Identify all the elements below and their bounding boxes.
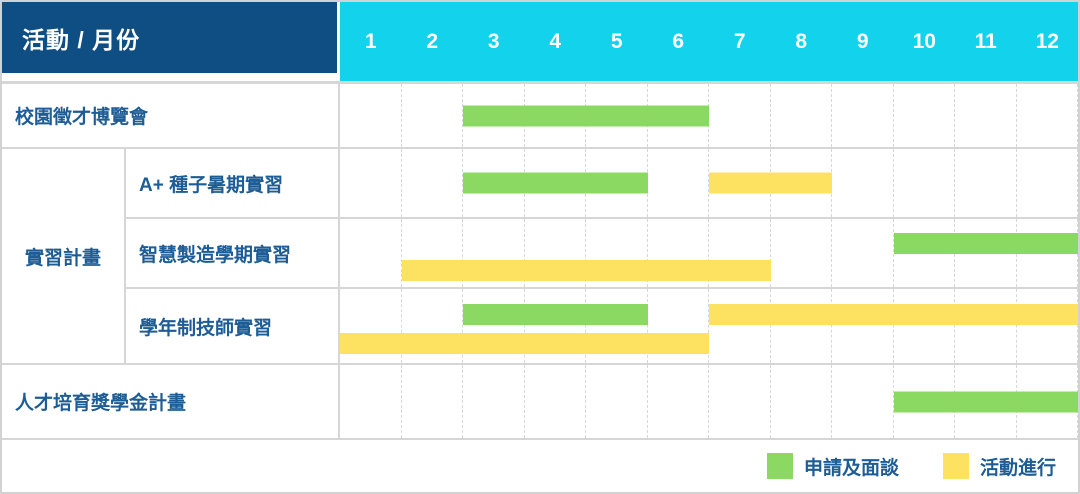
month-grid-cell xyxy=(771,219,832,287)
header-corner-label: 活動 / 月份 xyxy=(22,26,141,53)
month-grid-cell xyxy=(340,289,402,363)
month-grid-cell xyxy=(525,289,586,363)
month-grid-cell xyxy=(832,289,894,363)
gantt-bar-apply-interview xyxy=(893,391,1078,412)
month-grid-cell xyxy=(832,84,894,147)
month-grid-cell xyxy=(648,289,709,363)
row-label-aplus-summer-internship: A+ 種子暑期實習 xyxy=(126,149,340,219)
month-grid-cell xyxy=(463,219,525,287)
month-grid-cell xyxy=(463,289,525,363)
month-grid-cell xyxy=(340,365,402,438)
month-grid-cell xyxy=(1017,289,1078,363)
month-grid-cell xyxy=(1017,84,1078,147)
chart-row-talent-scholarship xyxy=(340,365,1078,440)
gantt-bar-apply-interview xyxy=(463,105,709,126)
month-grid-cell xyxy=(709,365,771,438)
gantt-bar-activity-ongoing xyxy=(709,172,832,194)
legend-label-apply: 申請及面談 xyxy=(803,457,899,479)
month-grid-cell xyxy=(709,84,771,147)
month-grid-cell xyxy=(1017,149,1078,217)
month-grid-cell xyxy=(402,149,463,217)
month-header-9: 9 xyxy=(832,2,894,84)
month-grid-cell xyxy=(402,84,463,147)
month-header-2: 2 xyxy=(401,2,463,84)
month-grid-cell xyxy=(771,84,832,147)
month-grid-cell xyxy=(586,365,648,438)
gantt-bar-apply-interview xyxy=(463,172,648,194)
month-grid-cell xyxy=(709,219,771,287)
month-grid-cell xyxy=(463,365,525,438)
month-grid-cell xyxy=(832,149,894,217)
month-grid-cell xyxy=(340,84,402,147)
legend-swatch-green xyxy=(766,453,793,479)
row-label-smart-manufacturing-internship: 智慧製造學期實習 xyxy=(126,219,340,289)
month-grid-cell xyxy=(771,289,832,363)
month-grid-cell xyxy=(709,289,771,363)
month-grid-cell xyxy=(955,149,1017,217)
legend-swatch-yellow xyxy=(942,453,969,479)
month-grid-cell xyxy=(402,289,463,363)
month-grid-cell xyxy=(648,149,709,217)
row-group-label-internship: 實習計畫 xyxy=(2,149,126,365)
header-corner-cell: 活動 / 月份 xyxy=(2,2,340,84)
legend-item-ongoing: 活動進行 xyxy=(942,453,1056,480)
month-grid-cell xyxy=(648,365,709,438)
month-grid-cell xyxy=(894,149,955,217)
month-grid-cell xyxy=(955,84,1017,147)
month-grid-cell xyxy=(894,84,955,147)
month-header-10: 10 xyxy=(893,2,955,84)
month-grid-cell xyxy=(832,365,894,438)
month-grid-cell xyxy=(586,289,648,363)
month-header-12: 12 xyxy=(1016,2,1078,84)
month-grid-cell xyxy=(402,365,463,438)
row-label-campus-fair: 校園徵才博覽會 xyxy=(2,84,340,149)
chart-row-school-year-technician-internship xyxy=(340,289,1078,365)
gantt-bar-apply-interview xyxy=(463,303,648,325)
gantt-bar-activity-ongoing xyxy=(340,333,709,355)
month-grid-cell xyxy=(648,219,709,287)
month-grid-cell xyxy=(525,219,586,287)
chart-row-aplus-summer-internship xyxy=(340,149,1078,219)
row-label-school-year-technician-internship: 學年制技師實習 xyxy=(126,289,340,365)
month-grid-cell xyxy=(894,289,955,363)
gantt-bar-activity-ongoing xyxy=(401,259,771,281)
month-grid-cell xyxy=(832,219,894,287)
chart-row-campus-fair xyxy=(340,84,1078,149)
legend-item-apply: 申請及面談 xyxy=(766,453,899,480)
month-grid-cell xyxy=(771,365,832,438)
month-grid-cell xyxy=(586,219,648,287)
month-header-3: 3 xyxy=(463,2,525,84)
month-header-4: 4 xyxy=(524,2,586,84)
month-header-11: 11 xyxy=(955,2,1017,84)
month-header-6: 6 xyxy=(647,2,709,84)
month-grid-cell xyxy=(340,219,402,287)
month-header-1: 1 xyxy=(340,2,402,84)
month-grid-cell xyxy=(525,365,586,438)
month-header-5: 5 xyxy=(586,2,648,84)
gantt-bar-apply-interview xyxy=(893,232,1078,254)
row-label-talent-scholarship: 人才培育獎學金計畫 xyxy=(2,365,340,440)
legend: 申請及面談 活動進行 xyxy=(2,440,1078,492)
month-header-8: 8 xyxy=(770,2,832,84)
month-grid-cell xyxy=(402,219,463,287)
legend-label-ongoing: 活動進行 xyxy=(979,457,1056,479)
header-corner-inner: 活動 / 月份 xyxy=(2,2,337,73)
month-grid-cell xyxy=(955,289,1017,363)
gantt-bar-activity-ongoing xyxy=(709,303,1078,325)
month-header-7: 7 xyxy=(709,2,771,84)
chart-row-smart-manufacturing-internship xyxy=(340,219,1078,289)
month-grid-cell xyxy=(340,149,402,217)
